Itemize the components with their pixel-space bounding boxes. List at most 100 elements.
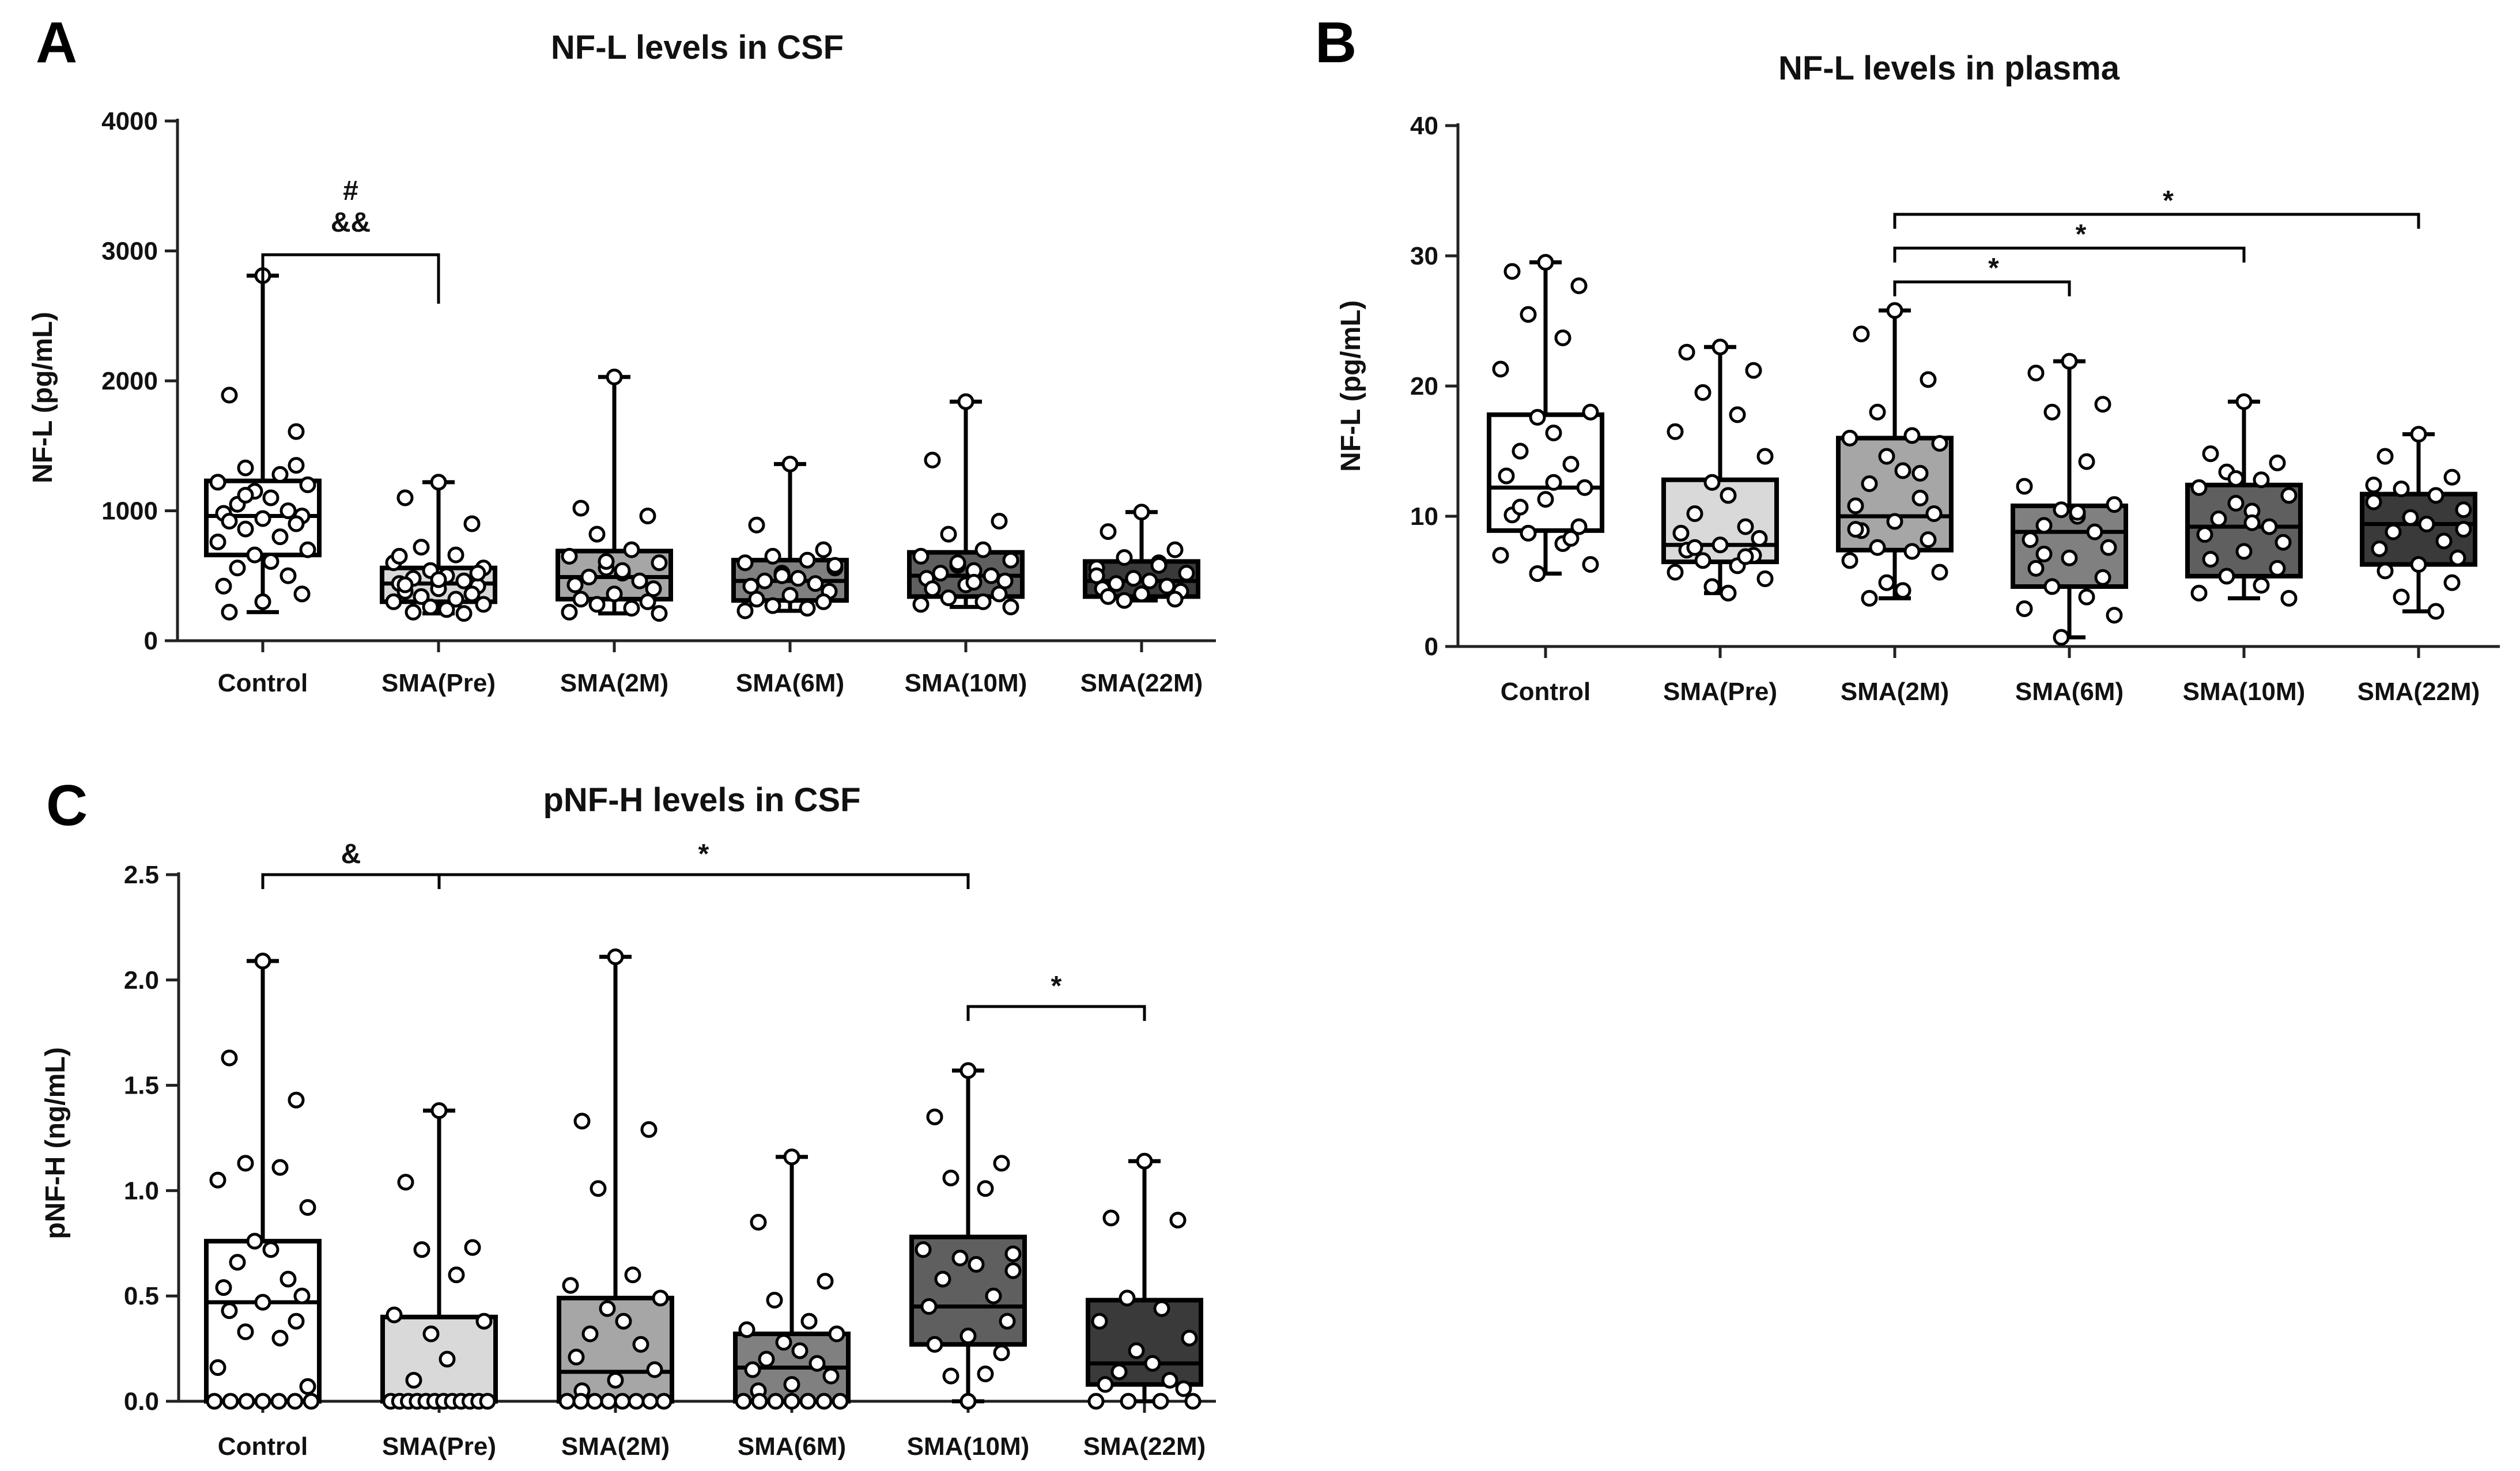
data-point (1582, 556, 1599, 573)
data-point (783, 1393, 800, 1410)
panel-label-c: C (46, 773, 88, 838)
data-point (1492, 361, 1509, 378)
data-point (1911, 489, 1929, 506)
data-point (764, 547, 781, 565)
data-point (2253, 577, 2270, 594)
data-point (2218, 568, 2235, 585)
data-point (2022, 531, 2039, 549)
data-point (2275, 534, 2292, 551)
data-point (758, 1351, 775, 1368)
significance-label: * (2076, 220, 2087, 250)
x-tick-label: SMA(22M) (2357, 678, 2480, 706)
data-point (1720, 584, 1737, 602)
data-point (1512, 498, 1529, 516)
data-point (1158, 577, 1176, 595)
points-group (1841, 302, 1948, 607)
data-point (1886, 302, 1903, 319)
data-point (1853, 326, 1870, 343)
data-point (568, 1348, 585, 1366)
data-point (1153, 1300, 1170, 1317)
data-point (229, 559, 246, 577)
data-point (1100, 588, 1117, 605)
significance-label: * (1988, 253, 1999, 283)
data-point (2365, 477, 2382, 494)
data-point (2035, 546, 2053, 563)
data-point (254, 510, 271, 527)
y-tick-label: 2000 (101, 367, 158, 395)
data-point (254, 1393, 271, 1410)
data-point (1110, 1363, 1128, 1381)
data-point (2371, 540, 2388, 557)
points-group (735, 1148, 849, 1410)
data-point (2261, 518, 2278, 535)
data-point (1694, 552, 1712, 569)
data-point (924, 580, 941, 598)
data-point (968, 1256, 985, 1273)
data-point (215, 1279, 232, 1296)
data-point (781, 455, 799, 472)
data-point (288, 1313, 305, 1330)
data-point (767, 1393, 784, 1410)
data-point (1694, 384, 1712, 401)
data-point (623, 600, 640, 617)
data-point (615, 1313, 632, 1330)
data-point (2043, 578, 2061, 595)
data-point (1720, 487, 1737, 504)
data-point (775, 1334, 792, 1351)
data-point (222, 1393, 239, 1410)
data-point (464, 1239, 481, 1256)
data-point (237, 1155, 254, 1172)
data-point (270, 1393, 288, 1410)
data-point (799, 551, 816, 569)
data-point (303, 1393, 320, 1410)
data-point (2455, 501, 2472, 519)
data-point (949, 554, 966, 572)
data-point (1737, 518, 1754, 535)
data-point (430, 474, 447, 491)
data-point (2393, 588, 2410, 606)
data-point (1498, 467, 1515, 485)
data-point (1537, 254, 1554, 271)
data-point (2455, 521, 2472, 538)
data-point (221, 603, 238, 621)
data-point (1100, 523, 1117, 540)
points-group (1492, 254, 1599, 582)
x-tick-label: SMA(6M) (738, 1432, 846, 1461)
data-point (799, 1393, 817, 1410)
data-point (1686, 539, 1703, 556)
data-point (1925, 505, 1943, 522)
data-point (209, 474, 226, 491)
y-tick-label: 0.5 (124, 1282, 159, 1310)
data-point (1150, 557, 1168, 574)
x-tick-label: SMA(6M) (2015, 678, 2124, 706)
data-point (221, 1049, 238, 1067)
data-point (2016, 478, 2033, 495)
y-tick-label: 2.5 (124, 861, 159, 889)
data-point (1088, 567, 1105, 584)
data-point (2235, 393, 2253, 410)
data-point (2094, 396, 2111, 413)
data-point (1841, 552, 1858, 569)
data-point (299, 1199, 316, 1216)
x-tick-label: Control (218, 669, 308, 697)
data-point (2196, 526, 2213, 543)
data-point (789, 570, 807, 587)
data-point (735, 1393, 752, 1410)
data-point (748, 591, 765, 608)
data-point (1004, 1262, 1022, 1279)
significance-bracket: * (1893, 186, 2420, 229)
data-point (1108, 575, 1125, 592)
data-point (744, 1361, 761, 1378)
data-point (1097, 1376, 1114, 1393)
data-point (299, 1378, 316, 1395)
data-point (262, 489, 279, 506)
data-point (588, 525, 606, 543)
data-point (800, 1313, 818, 1330)
points-group (206, 952, 320, 1410)
data-point (430, 1102, 448, 1119)
data-point (2106, 496, 2123, 513)
data-point (993, 1155, 1010, 1172)
data-point (2280, 589, 2298, 607)
data-point (279, 1270, 297, 1288)
